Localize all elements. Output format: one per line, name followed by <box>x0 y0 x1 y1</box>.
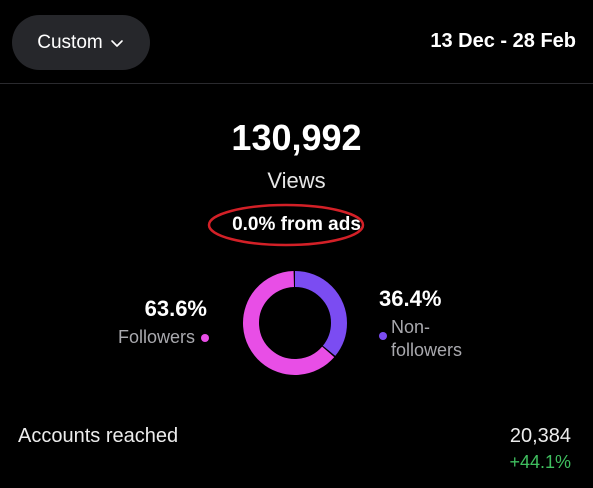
nonfollowers-legend: Non-followers <box>379 316 481 362</box>
header: Custom 13 Dec - 28 Feb <box>0 0 593 84</box>
followers-dot-icon <box>201 333 209 342</box>
annotation-circle <box>207 203 365 247</box>
accounts-reached-label: Accounts reached <box>18 425 179 447</box>
donut-segment-nonfollowers <box>243 271 347 375</box>
date-range-dropdown-label: Custom <box>37 31 103 53</box>
followers-label: Followers <box>117 327 195 347</box>
nonfollowers-dot-icon <box>379 332 387 340</box>
date-range-dropdown[interactable]: Custom <box>12 15 150 70</box>
nonfollowers-label: Non-followers <box>391 317 463 360</box>
date-range-text: 13 Dec - 28 Feb <box>430 30 576 52</box>
views-label: Views <box>267 168 326 193</box>
accounts-reached-change: +44.1% <box>509 452 571 472</box>
accounts-reached-value: 20,384 <box>509 425 571 447</box>
nonfollowers-percentage: 36.4% <box>379 286 442 311</box>
followers-donut-chart <box>243 271 347 375</box>
ads-percentage: 0.0% from ads <box>232 214 361 235</box>
chevron-down-icon <box>110 39 123 47</box>
followers-percentage: 63.6% <box>144 296 207 321</box>
views-count: 130,992 <box>231 117 362 158</box>
followers-legend: Followers <box>118 327 209 348</box>
